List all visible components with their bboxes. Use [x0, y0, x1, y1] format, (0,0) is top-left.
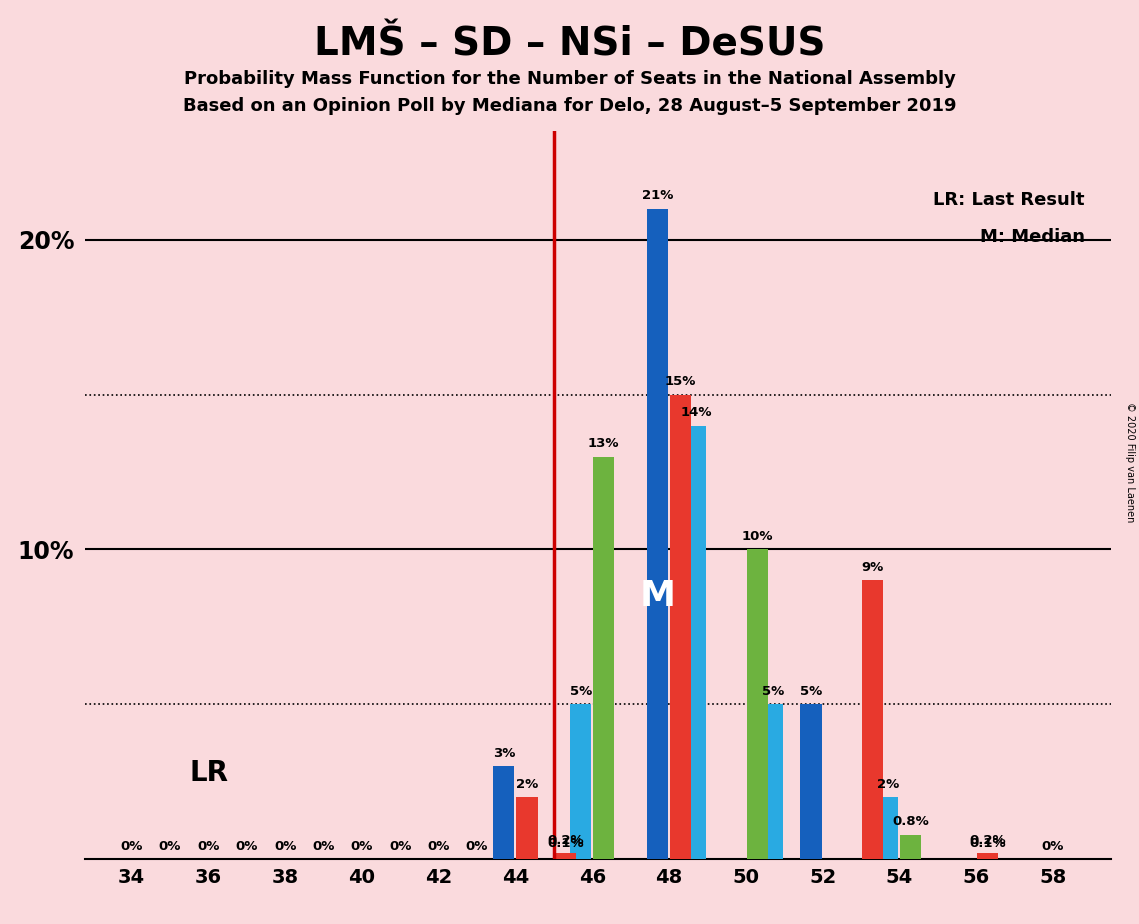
Text: 21%: 21% — [641, 189, 673, 202]
Text: 0%: 0% — [197, 840, 220, 853]
Text: LR: LR — [189, 759, 228, 786]
Text: 0.1%: 0.1% — [547, 837, 583, 850]
Text: LR: Last Result: LR: Last Result — [933, 191, 1084, 210]
Text: Based on an Opinion Poll by Mediana for Delo, 28 August–5 September 2019: Based on an Opinion Poll by Mediana for … — [182, 97, 957, 115]
Text: 0%: 0% — [312, 840, 335, 853]
Bar — [555, 853, 576, 859]
Bar — [977, 853, 998, 859]
Text: 0%: 0% — [121, 840, 142, 853]
Text: M: M — [639, 579, 675, 613]
Bar — [686, 426, 706, 859]
Bar — [516, 797, 538, 859]
Bar — [877, 797, 899, 859]
Bar — [593, 456, 614, 859]
Text: 5%: 5% — [570, 686, 592, 699]
Text: 0%: 0% — [1042, 840, 1064, 853]
Text: M: Median: M: Median — [980, 228, 1084, 246]
Bar — [762, 704, 784, 859]
Text: LMŠ – SD – NSi – DeSUS: LMŠ – SD – NSi – DeSUS — [313, 26, 826, 64]
Bar — [747, 550, 768, 859]
Bar — [571, 704, 591, 859]
Text: 0%: 0% — [427, 840, 450, 853]
Text: Probability Mass Function for the Number of Seats in the National Assembly: Probability Mass Function for the Number… — [183, 70, 956, 88]
Text: 0%: 0% — [351, 840, 374, 853]
Bar — [977, 857, 998, 859]
Bar — [900, 834, 921, 859]
Text: 5%: 5% — [762, 686, 784, 699]
Bar — [862, 580, 883, 859]
Bar — [493, 766, 515, 859]
Text: 0%: 0% — [236, 840, 257, 853]
Text: 0.8%: 0.8% — [893, 815, 929, 828]
Text: © 2020 Filip van Laenen: © 2020 Filip van Laenen — [1125, 402, 1134, 522]
Text: 2%: 2% — [516, 778, 538, 791]
Text: 0.1%: 0.1% — [969, 837, 1006, 850]
Bar — [647, 209, 669, 859]
Text: 2%: 2% — [877, 778, 899, 791]
Bar — [670, 395, 691, 859]
Text: 5%: 5% — [800, 686, 822, 699]
Text: 0.2%: 0.2% — [969, 834, 1006, 847]
Text: 0.2%: 0.2% — [547, 834, 583, 847]
Text: 0%: 0% — [158, 840, 181, 853]
Text: 0%: 0% — [273, 840, 296, 853]
Text: 0%: 0% — [466, 840, 489, 853]
Text: 0%: 0% — [390, 840, 411, 853]
Text: 10%: 10% — [741, 530, 773, 543]
Text: 15%: 15% — [665, 375, 696, 388]
Text: 3%: 3% — [493, 748, 515, 760]
Text: 14%: 14% — [680, 407, 712, 419]
Text: 9%: 9% — [861, 561, 884, 575]
Bar — [555, 857, 576, 859]
Text: 13%: 13% — [588, 437, 620, 450]
Bar — [801, 704, 821, 859]
